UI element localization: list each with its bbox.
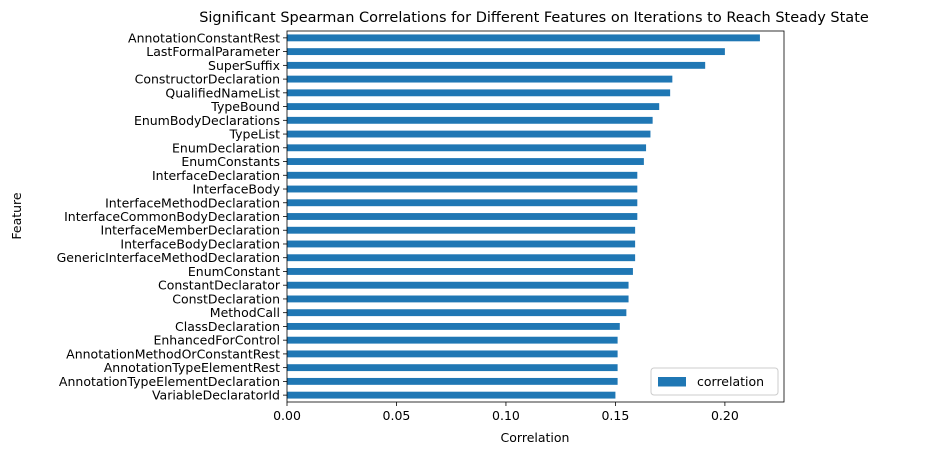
bar: [287, 89, 671, 97]
legend-swatch: [658, 377, 686, 387]
bar: [287, 130, 651, 138]
x-tick-label: 0.20: [711, 408, 739, 423]
bar: [287, 116, 653, 124]
bar: [287, 281, 629, 289]
y-tick-label: MethodCall: [210, 305, 280, 320]
y-tick-label: InterfaceBody: [192, 182, 280, 197]
bar: [287, 75, 673, 83]
bar: [287, 377, 618, 385]
x-axis-label: Correlation: [501, 430, 570, 445]
plot-frame: [286, 30, 785, 403]
y-tick-label: ConstructorDeclaration: [135, 72, 280, 87]
bar: [287, 185, 638, 193]
bar: [287, 295, 629, 303]
x-tick-label: 0.10: [492, 408, 520, 423]
x-tick-label: 0.15: [601, 408, 629, 423]
y-axis-label: Feature: [9, 192, 24, 240]
y-tick-label: SuperSuffix: [208, 58, 280, 73]
bars-layer: [287, 34, 760, 399]
y-tick-label: AnnotationTypeElementDeclaration: [59, 374, 280, 389]
y-tick-label: AnnotationConstantRest: [128, 30, 280, 45]
y-tick-label: EnumBodyDeclarations: [134, 113, 280, 128]
y-tick-label: AnnotationMethodOrConstantRest: [66, 346, 280, 361]
y-tick-label: ConstDeclaration: [172, 291, 280, 306]
y-tick-label: EnhancedForControl: [153, 333, 280, 348]
y-tick-label: ConstantDeclarator: [158, 278, 281, 293]
chart-title: Significant Spearman Correlations for Di…: [199, 10, 869, 26]
y-tick-label: TypeBound: [210, 99, 280, 114]
y-tick-label: GenericInterfaceMethodDeclaration: [57, 250, 280, 265]
bar: [287, 103, 660, 111]
y-tick-label: VariableDeclaratorId: [152, 388, 280, 403]
legend-label: correlation: [697, 374, 764, 389]
y-tick-label: TypeList: [228, 127, 280, 142]
y-ticks-layer: AnnotationConstantRestLastFormalParamete…: [57, 30, 287, 403]
x-ticks-layer: 0.00 0.05 0.10 0.15 0.20: [273, 402, 739, 423]
bar: [287, 240, 636, 248]
y-tick-label: InterfaceMethodDeclaration: [105, 195, 280, 210]
x-tick-label: 0.00: [273, 408, 301, 423]
bar: [287, 61, 706, 69]
y-tick-label: EnumDeclaration: [172, 140, 280, 155]
legend-box: [650, 367, 779, 396]
bar: [287, 391, 616, 399]
bar: [287, 158, 644, 165]
bar: [287, 364, 618, 372]
y-tick-label: AnnotationTypeElementRest: [104, 360, 280, 375]
y-tick-label: InterfaceCommonBodyDeclaration: [64, 209, 280, 224]
bar: [287, 309, 627, 317]
y-tick-label: InterfaceBodyDeclaration: [120, 236, 280, 251]
bar: [287, 254, 636, 262]
bar: [287, 350, 618, 358]
legend[interactable]: correlation: [650, 367, 779, 396]
y-tick-label: QualifiedNameList: [165, 85, 280, 100]
bar: [287, 171, 638, 179]
bar: [287, 336, 618, 344]
bar: [287, 268, 633, 275]
bar: [287, 226, 636, 234]
x-tick-label: 0.05: [383, 408, 411, 423]
y-tick-label: EnumConstants: [181, 154, 280, 169]
bar: [287, 144, 647, 152]
bar: [287, 322, 620, 330]
bar: [287, 34, 760, 42]
bar: [287, 48, 725, 56]
y-tick-label: ClassDeclaration: [175, 319, 280, 334]
y-tick-label: InterfaceMemberDeclaration: [101, 223, 280, 238]
y-tick-label: EnumConstant: [188, 264, 280, 279]
y-tick-label: LastFormalParameter: [146, 44, 281, 59]
y-tick-label: InterfaceDeclaration: [152, 168, 280, 183]
bar: [287, 199, 638, 207]
bar: [287, 213, 638, 220]
